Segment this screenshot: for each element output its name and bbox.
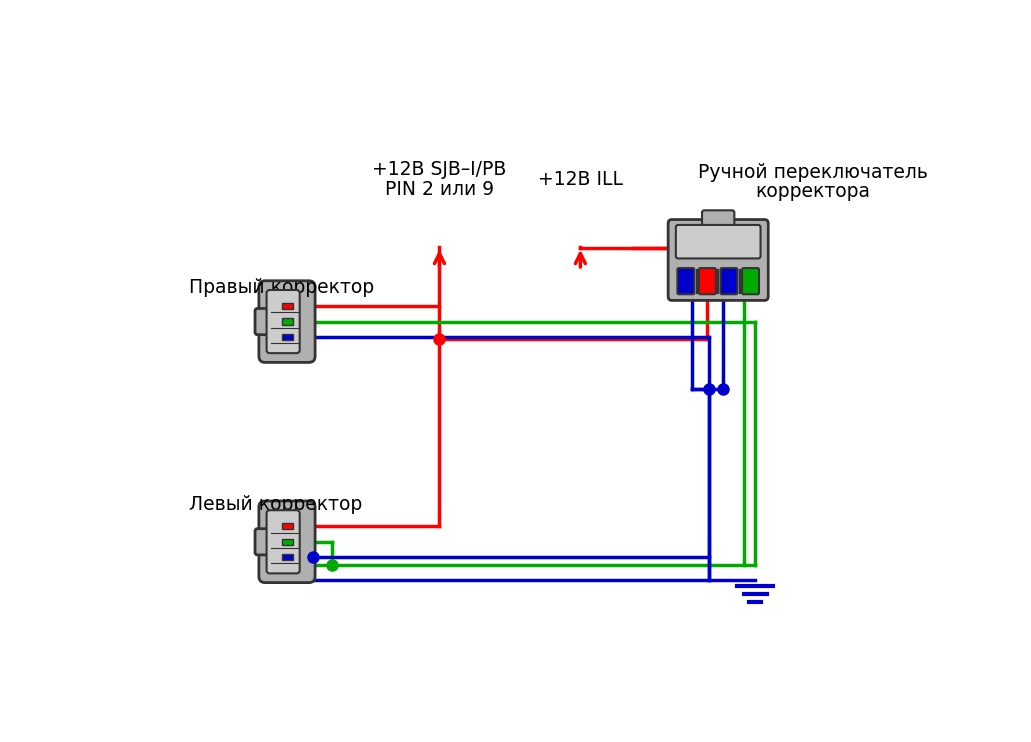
Text: +12В ILL: +12В ILL xyxy=(538,171,623,189)
Text: Левый корректор: Левый корректор xyxy=(190,496,363,514)
Text: PIN 2 или 9: PIN 2 или 9 xyxy=(385,180,494,199)
Bar xyxy=(282,539,293,545)
FancyBboxPatch shape xyxy=(702,210,734,229)
FancyBboxPatch shape xyxy=(742,268,759,295)
FancyBboxPatch shape xyxy=(676,225,761,258)
Text: Ручной переключатель: Ручной переключатель xyxy=(698,162,928,182)
FancyBboxPatch shape xyxy=(699,268,716,295)
Bar xyxy=(282,318,293,325)
Text: корректора: корректора xyxy=(756,182,870,201)
Bar xyxy=(282,334,293,340)
FancyBboxPatch shape xyxy=(267,290,300,353)
FancyBboxPatch shape xyxy=(721,268,737,295)
FancyBboxPatch shape xyxy=(259,501,315,582)
Text: +12В SJB–I/PB: +12В SJB–I/PB xyxy=(372,160,506,180)
Bar xyxy=(282,554,293,560)
FancyBboxPatch shape xyxy=(267,510,300,574)
FancyBboxPatch shape xyxy=(255,529,273,555)
Bar xyxy=(282,523,293,530)
Text: Правый корректор: Правый корректор xyxy=(190,278,374,298)
FancyBboxPatch shape xyxy=(677,268,694,295)
FancyBboxPatch shape xyxy=(668,220,768,301)
FancyBboxPatch shape xyxy=(255,309,273,335)
Bar xyxy=(282,303,293,309)
FancyBboxPatch shape xyxy=(259,280,315,362)
